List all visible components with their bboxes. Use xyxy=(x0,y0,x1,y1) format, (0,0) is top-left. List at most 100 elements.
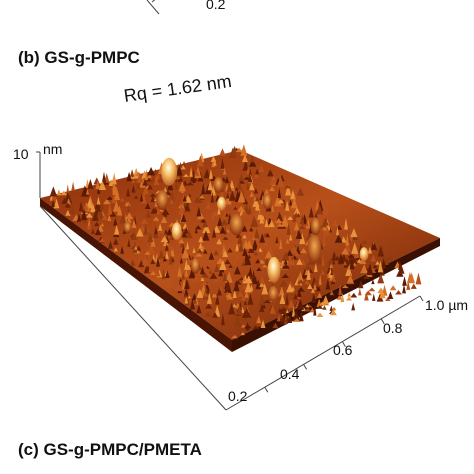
surface-grain xyxy=(184,225,188,234)
surface-grain xyxy=(410,283,417,289)
surface-grain xyxy=(129,259,136,266)
surface-grain xyxy=(177,174,184,182)
surface-grain xyxy=(167,269,176,280)
surface-grain xyxy=(220,219,228,226)
surface-grain xyxy=(372,293,376,301)
surface-grain xyxy=(197,272,203,277)
surface-grain xyxy=(284,184,292,196)
surface-grain xyxy=(286,223,291,235)
surface-grain xyxy=(213,277,219,283)
surface-grain xyxy=(231,145,238,153)
surface-grain xyxy=(188,267,196,279)
surface-grain xyxy=(242,284,246,290)
surface-grain xyxy=(98,180,107,190)
surface-grain xyxy=(264,250,273,259)
surface-grain xyxy=(368,287,376,292)
surface-grain xyxy=(333,256,342,261)
surface-grain xyxy=(87,216,91,229)
surface-grain xyxy=(228,302,236,315)
surface-grain xyxy=(202,222,211,234)
surface-grain xyxy=(277,187,282,199)
surface-grain xyxy=(232,288,237,298)
surface-grain xyxy=(165,250,169,259)
surface-grain xyxy=(219,148,226,156)
surface-grain xyxy=(328,228,333,233)
surface-grain xyxy=(147,232,154,243)
surface-grain xyxy=(78,201,84,212)
surface-grain xyxy=(282,258,290,269)
surface-grain xyxy=(156,178,164,183)
surface-grain xyxy=(306,262,311,271)
surface-grain xyxy=(331,306,337,311)
surface-grain xyxy=(119,213,127,224)
surface-grain xyxy=(227,248,233,253)
surface-grain xyxy=(351,242,359,254)
surface-grain xyxy=(295,229,303,239)
surface-grain xyxy=(162,255,167,262)
surface-grain xyxy=(198,194,205,199)
surface-grain xyxy=(233,266,241,275)
surface-grain xyxy=(224,193,232,205)
surface-grain xyxy=(322,204,329,216)
surface-grain xyxy=(322,235,326,247)
surface-grain xyxy=(224,259,231,265)
surface-grain xyxy=(398,259,402,270)
surface-grain xyxy=(258,206,264,215)
surface-grain xyxy=(152,216,160,221)
surface-grain xyxy=(53,198,60,209)
surface-grain xyxy=(289,199,293,206)
surface-grain xyxy=(406,271,413,284)
surface-grain xyxy=(124,201,129,207)
surface-grain xyxy=(293,207,301,215)
surface-grain xyxy=(156,270,161,277)
surface-grain xyxy=(240,208,248,217)
surface-grain xyxy=(364,290,372,296)
surface-grain xyxy=(66,198,71,205)
surface-grain xyxy=(293,222,300,231)
surface-grain xyxy=(134,245,138,250)
surface-grain xyxy=(132,241,138,253)
surface-grain xyxy=(183,294,189,298)
surface-grain xyxy=(186,181,194,186)
surface-grain xyxy=(261,283,269,295)
surface-grain xyxy=(241,296,246,301)
surface-grain xyxy=(177,266,183,277)
surface-grain xyxy=(252,197,260,207)
surface-grain xyxy=(194,228,198,234)
surface-grain xyxy=(175,283,184,292)
panel-a-axis-line xyxy=(146,0,160,15)
surface-grain xyxy=(101,171,107,184)
surface-grain xyxy=(341,284,349,289)
surface-grain xyxy=(319,301,326,306)
surface-grain xyxy=(272,322,279,329)
surface-grain xyxy=(233,280,240,292)
surface-grain xyxy=(286,255,294,266)
surface-grain xyxy=(320,269,325,275)
surface-grain xyxy=(225,192,230,199)
surface-grain xyxy=(222,236,229,240)
surface-grain xyxy=(343,260,347,266)
surface-grain xyxy=(292,214,297,222)
surface-grain xyxy=(367,246,373,254)
surface-grain xyxy=(323,229,327,238)
surface-grain xyxy=(237,234,243,245)
surface-grain xyxy=(312,278,320,287)
surface-grain xyxy=(194,196,201,204)
surface-grain xyxy=(252,276,258,285)
surface-grain xyxy=(149,193,156,197)
surface-grain xyxy=(66,184,70,195)
surface-grain xyxy=(145,262,150,267)
surface-grain xyxy=(279,286,285,296)
surface-grain xyxy=(193,298,197,304)
surface-grain xyxy=(253,228,260,239)
surface-grain xyxy=(248,159,257,167)
surface-grain xyxy=(332,258,336,265)
surface-texture xyxy=(49,144,422,339)
surface-grain xyxy=(196,248,203,254)
surface-grain xyxy=(96,196,101,205)
surface-grain xyxy=(269,304,276,314)
surface-peak xyxy=(359,247,369,262)
surface-grain xyxy=(387,291,394,299)
surface-grain xyxy=(101,213,108,221)
surface-grain xyxy=(168,245,175,251)
